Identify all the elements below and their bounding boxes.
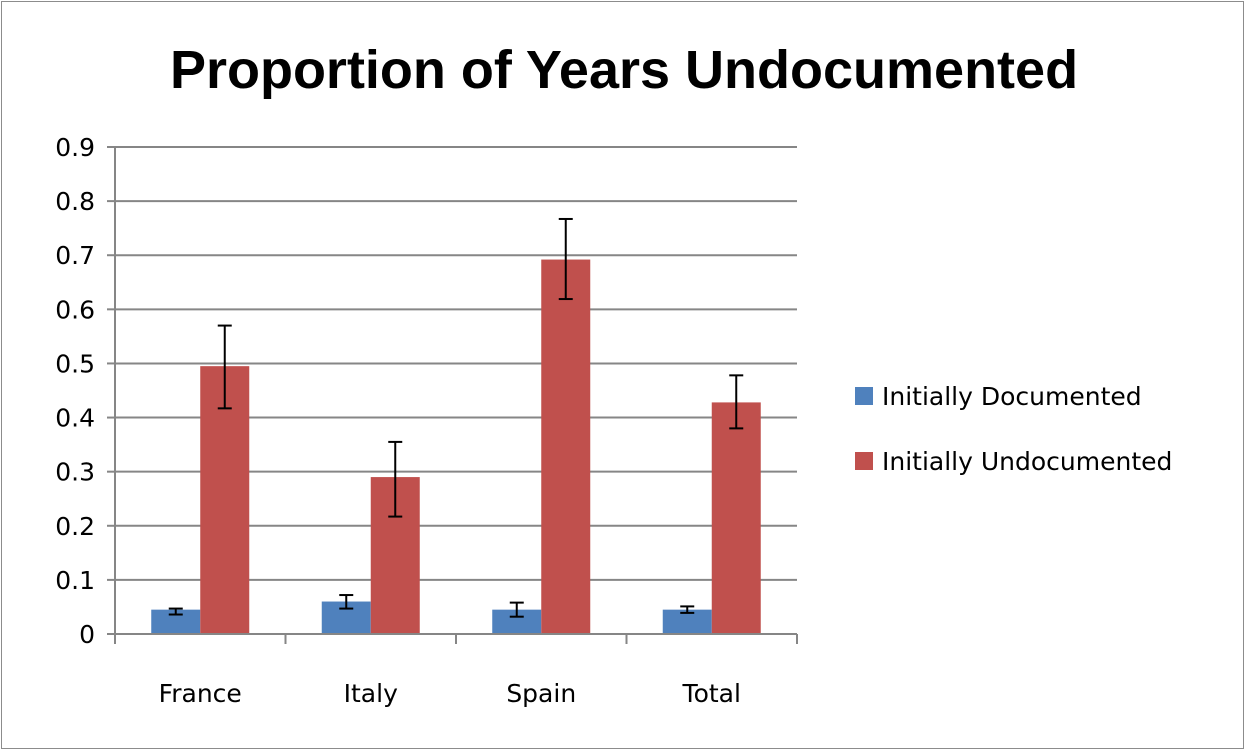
bars (151, 259, 761, 634)
y-tick-label: 0.4 (55, 404, 95, 433)
y-tick-label: 0.5 (55, 349, 95, 378)
bar-initially-undocumented (200, 366, 250, 634)
x-tick-label: Italy (344, 679, 398, 708)
y-tick-label: 0.3 (55, 458, 95, 487)
y-tick-label: 0.8 (55, 187, 95, 216)
legend-swatch (855, 387, 873, 405)
legend-label: Initially Undocumented (882, 447, 1172, 476)
chart-title: Proportion of Years Undocumented (170, 40, 1078, 100)
axes: 0 0.1 0.2 0.3 0.4 0.5 0.6 0.7 0.8 0.9 France Italy S… (55, 133, 798, 708)
legend: Initially Documented Initially Undocument… (855, 382, 1172, 476)
x-tick-label: France (159, 679, 242, 708)
legend-label: Initially Documented (882, 382, 1142, 411)
x-tick-label: Total (682, 679, 741, 708)
y-tick-label: 0 (79, 620, 95, 649)
y-tick-label: 0.6 (55, 295, 95, 324)
y-tick-label: 0.2 (55, 512, 95, 541)
y-tick-label: 0.1 (55, 566, 95, 595)
error-bars (168, 217, 744, 618)
y-tick-label: 0.9 (55, 133, 95, 162)
bar-initially-undocumented (541, 259, 591, 634)
x-tick-label: Spain (506, 679, 576, 708)
y-tick-label: 0.7 (55, 241, 95, 270)
bar-initially-undocumented (711, 402, 761, 634)
legend-swatch (855, 452, 873, 470)
